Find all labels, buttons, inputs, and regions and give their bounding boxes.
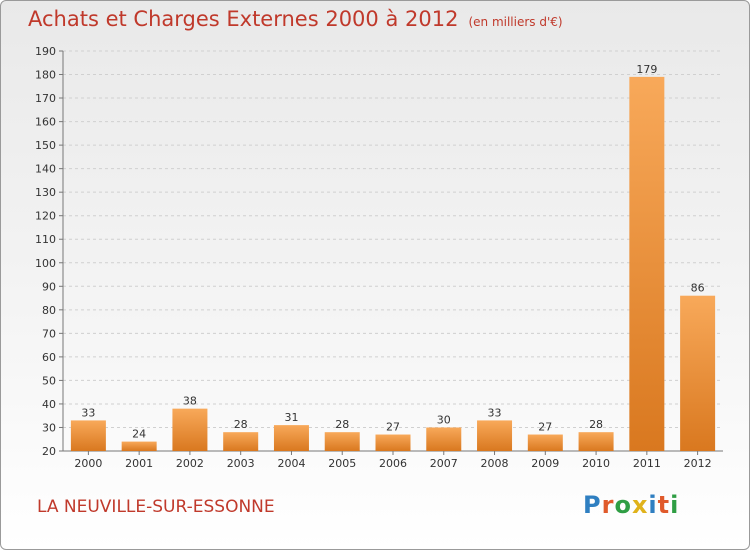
x-tick-label: 2005 <box>328 457 356 470</box>
y-tick-label: 30 <box>42 421 56 434</box>
y-tick-label: 100 <box>35 257 56 270</box>
logo-letter: i <box>670 491 680 519</box>
y-tick-label: 70 <box>42 327 56 340</box>
x-tick-label: 2012 <box>684 457 712 470</box>
bar <box>172 408 208 451</box>
bar <box>70 420 106 451</box>
y-tick-label: 160 <box>35 116 56 129</box>
y-tick-label: 140 <box>35 163 56 176</box>
data-label: 31 <box>284 411 298 424</box>
bar <box>273 425 309 451</box>
bar <box>121 441 157 451</box>
x-tick-label: 2001 <box>125 457 153 470</box>
x-tick-label: 2000 <box>74 457 102 470</box>
data-label: 33 <box>81 406 95 419</box>
bar <box>680 295 716 451</box>
data-label: 28 <box>335 418 349 431</box>
data-label: 28 <box>589 418 603 431</box>
bar <box>426 427 462 451</box>
bar <box>629 76 665 451</box>
logo-letter: r <box>601 491 615 519</box>
proxiti-logo: Proxiti <box>583 491 679 519</box>
x-tick-label: 2007 <box>430 457 458 470</box>
city-name: LA NEUVILLE-SUR-ESSONNE <box>37 497 275 517</box>
x-tick-label: 2011 <box>633 457 661 470</box>
logo-letter: o <box>614 491 632 519</box>
chart-unit: (en milliers d'€) <box>468 15 563 29</box>
data-label: 179 <box>636 63 657 76</box>
y-tick-label: 40 <box>42 398 56 411</box>
x-tick-label: 2002 <box>176 457 204 470</box>
bar <box>527 434 563 451</box>
logo-letter: P <box>583 491 602 519</box>
x-tick-label: 2004 <box>277 457 305 470</box>
data-label: 33 <box>488 406 502 419</box>
data-label: 28 <box>234 418 248 431</box>
x-tick-label: 2010 <box>582 457 610 470</box>
x-tick-label: 2006 <box>379 457 407 470</box>
x-tick-label: 2003 <box>227 457 255 470</box>
y-tick-label: 170 <box>35 92 56 105</box>
data-label: 86 <box>691 282 705 295</box>
y-tick-label: 130 <box>35 186 56 199</box>
y-tick-label: 120 <box>35 210 56 223</box>
bar <box>578 432 614 451</box>
y-tick-label: 110 <box>35 233 56 246</box>
data-label: 38 <box>183 395 197 408</box>
y-tick-label: 80 <box>42 304 56 317</box>
y-tick-label: 180 <box>35 69 56 82</box>
logo-letter: x <box>631 491 649 519</box>
data-label: 24 <box>132 428 146 441</box>
bar <box>375 434 411 451</box>
y-tick-label: 190 <box>35 45 56 58</box>
x-tick-label: 2008 <box>481 457 509 470</box>
data-label: 30 <box>437 413 451 426</box>
logo-letter: i <box>648 491 658 519</box>
y-tick-label: 50 <box>42 374 56 387</box>
x-tick-label: 2009 <box>531 457 559 470</box>
bar <box>223 432 259 451</box>
y-tick-label: 60 <box>42 351 56 364</box>
logo-letter: t <box>657 491 671 519</box>
chart-title-text: Achats et Charges Externes 2000 à 2012 <box>28 7 459 31</box>
chart-title: Achats et Charges Externes 2000 à 2012 (e… <box>28 7 563 31</box>
bar <box>477 420 513 451</box>
data-label: 27 <box>386 421 400 434</box>
data-label: 27 <box>538 421 552 434</box>
bar <box>324 432 360 451</box>
y-tick-label: 150 <box>35 139 56 152</box>
y-tick-label: 90 <box>42 280 56 293</box>
y-tick-label: 20 <box>42 445 56 458</box>
